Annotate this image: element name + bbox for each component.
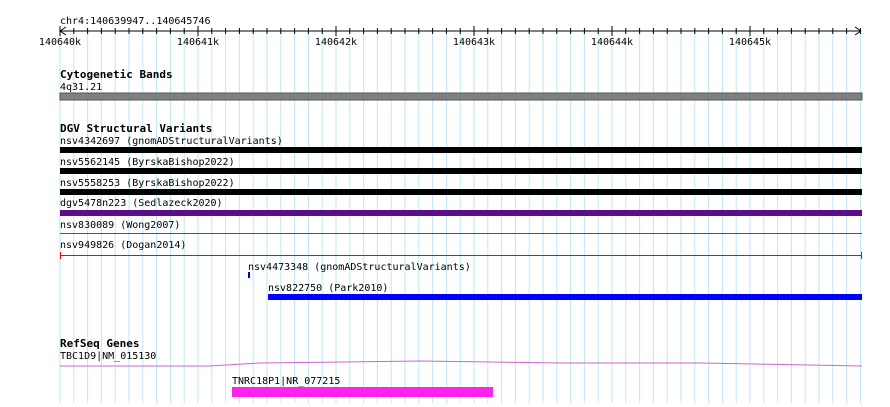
dgv-feature-label: nsv4342697 (gnomADStructuralVariants) (60, 136, 283, 147)
ruler-left-arrow-icon (59, 26, 67, 36)
dgv-feature[interactable]: dgv5478n223 (Sedlazeck2020) (60, 198, 862, 216)
cytoband-bar[interactable] (59, 92, 863, 101)
dgv-feature-label: nsv5558253 (ByrskaBishop2022) (60, 178, 235, 189)
dgv-feature-bar[interactable] (60, 210, 862, 216)
dgv-feature-label: dgv5478n223 (Sedlazeck2020) (60, 198, 223, 209)
track-title-dgv: DGV Structural Variants (60, 122, 212, 135)
track-title-refseq: RefSeq Genes (60, 337, 139, 350)
track-title-cytoband: Cytogenetic Bands (60, 68, 173, 81)
dgv-feature-bar[interactable] (268, 294, 862, 300)
gene-label: TNRC18P1|NR_077215 (232, 376, 340, 387)
dgv-feature[interactable]: nsv5558253 (ByrskaBishop2022) (60, 178, 862, 195)
ruler-ticks: 140640k 140641k 140642k 140643k 140644k 14064… (39, 26, 861, 48)
dgv-feature-label: nsv5562145 (ByrskaBishop2022) (60, 157, 235, 168)
ruler-tick-label: 140642k (315, 37, 357, 48)
track-refseq[interactable]: RefSeq Genes TBC1D9|NM_015130 TNRC18P1|N… (60, 337, 863, 397)
gene-feature[interactable]: TNRC18P1|NR_077215 (232, 376, 493, 397)
gene-label: TBC1D9|NM_015130 (60, 351, 156, 362)
dgv-feature[interactable]: nsv822750 (Park2010) (268, 283, 862, 300)
ruler-tick-label: 140640k (39, 37, 81, 48)
dgv-feature-bar[interactable] (248, 272, 250, 278)
dgv-feature-label: nsv949826 (Dogan2014) (60, 240, 186, 251)
track-dgv[interactable]: DGV Structural Variants nsv4342697 (gnom… (60, 122, 862, 300)
dgv-feature[interactable]: nsv4342697 (gnomADStructuralVariants) (60, 136, 862, 153)
dgv-feature[interactable]: nsv5562145 (ByrskaBishop2022) (60, 157, 862, 174)
dgv-feature-bar[interactable] (60, 147, 862, 153)
dgv-feature-bar[interactable] (60, 168, 862, 174)
location-label: chr4:140639947..140645746 (60, 16, 211, 27)
track-cytoband[interactable]: Cytogenetic Bands 4q31.21 (59, 68, 863, 101)
dgv-feature[interactable]: nsv4473348 (gnomADStructuralVariants) (248, 262, 471, 278)
ruler[interactable]: chr4:140639947..140645746 140640k 140641k… (39, 16, 862, 48)
dgv-feature-label: nsv4473348 (gnomADStructuralVariants) (248, 262, 471, 273)
dgv-feature[interactable]: nsv830089 (Wong2007) (60, 220, 862, 234)
ruler-tick-label: 140645k (729, 37, 771, 48)
dgv-feature-bar[interactable] (60, 189, 862, 195)
ruler-tick-label: 140644k (591, 37, 633, 48)
gene-feature[interactable]: TBC1D9|NM_015130 (60, 351, 863, 367)
gene-intron-line[interactable] (60, 360, 863, 367)
grid-lines (59, 32, 861, 403)
dgv-feature-label: nsv822750 (Park2010) (268, 283, 388, 294)
ruler-tick-label: 140643k (453, 37, 495, 48)
ruler-tick-label: 140641k (177, 37, 219, 48)
gene-exon-bar[interactable] (232, 387, 493, 397)
dgv-feature[interactable]: nsv949826 (Dogan2014) (60, 240, 862, 259)
dgv-feature-label: nsv830089 (Wong2007) (60, 220, 180, 231)
cytoband-label: 4q31.21 (60, 82, 102, 93)
